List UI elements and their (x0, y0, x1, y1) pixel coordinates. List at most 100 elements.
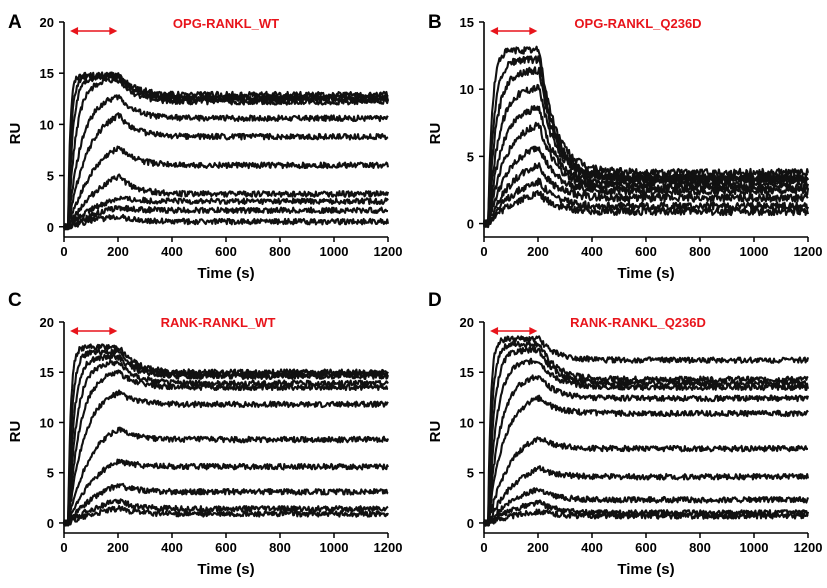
sensorgram-trace (63, 145, 390, 231)
sensorgram-trace (482, 162, 809, 228)
y-tick-label: 15 (460, 365, 474, 380)
sensorgram-trace (63, 94, 389, 231)
sensorgram-trace (483, 487, 810, 525)
x-tick-label: 400 (581, 540, 603, 555)
panel-letter: D (428, 290, 442, 311)
x-tick-label: 400 (581, 244, 603, 259)
sensorgram-trace (62, 195, 389, 231)
y-tick-label: 10 (460, 82, 474, 97)
x-tick-label: 1200 (374, 540, 403, 555)
sensorgram-trace (62, 426, 389, 527)
y-tick-label: 5 (47, 466, 54, 481)
y-axis-title: RU (7, 123, 24, 145)
sensorgram-trace (63, 458, 389, 527)
sensorgram-trace (62, 359, 389, 527)
x-tick-label: 600 (215, 540, 237, 555)
y-tick-label: 20 (40, 15, 54, 30)
y-tick-label: 0 (47, 516, 54, 531)
sensorgram-trace (483, 340, 809, 527)
sensorgram-trace (62, 353, 390, 527)
y-tick-label: 5 (467, 149, 474, 164)
sensorgram-trace (63, 112, 389, 231)
panel-letter: C (8, 290, 22, 311)
x-tick-label: 800 (269, 540, 291, 555)
sensorgram-trace (483, 374, 810, 526)
panel-title: RANK-RANKL_WT (161, 315, 276, 330)
sensorgram-trace (482, 394, 809, 527)
sensorgram-trace (483, 357, 810, 527)
sensorgram-trace (483, 499, 810, 527)
sensorgram-trace (63, 173, 390, 230)
x-tick-label: 0 (60, 540, 67, 555)
sensorgram-trace (63, 204, 389, 231)
y-tick-label: 10 (40, 415, 54, 430)
injection-arrow-head-left (70, 327, 79, 335)
sensorgram-trace (482, 121, 810, 228)
y-tick-label: 0 (47, 220, 54, 235)
y-tick-label: 20 (40, 315, 54, 330)
x-tick-label: 400 (161, 244, 183, 259)
panel-B: 0 200 400 600 800 1000 1200 0 5 10 15 Time (s) RU B OP… (427, 12, 822, 282)
injection-arrow-head-right (529, 327, 538, 335)
y-tick-label: 5 (467, 466, 474, 481)
sensorgram-trace (483, 104, 810, 228)
y-tick-label: 5 (47, 169, 54, 184)
injection-arrow-head-right (109, 327, 118, 335)
x-tick-label: 600 (215, 244, 237, 259)
panel-title: OPG-RANKL_Q236D (574, 16, 701, 31)
panel-D: 0 200 400 600 800 1000 1200 0 5 10 15 20 Time (s) RU D… (427, 290, 822, 578)
y-axis-title: RU (427, 123, 444, 145)
injection-arrow-head-right (529, 27, 538, 35)
injection-arrow-head-left (490, 327, 499, 335)
x-axis-title: Time (s) (617, 561, 674, 578)
sensorgram-trace (482, 465, 810, 527)
sensorgram-trace (483, 508, 809, 527)
x-tick-label: 200 (107, 540, 129, 555)
x-tick-label: 600 (635, 244, 657, 259)
x-axis-title: Time (s) (197, 265, 254, 282)
x-tick-label: 800 (689, 540, 711, 555)
sensorgram-trace (62, 77, 390, 229)
panel-letter: A (8, 12, 22, 33)
panel-letter: B (428, 12, 442, 33)
y-tick-label: 15 (460, 15, 474, 30)
injection-arrow-head-right (109, 27, 118, 35)
x-tick-label: 800 (689, 244, 711, 259)
sensorgram-trace (63, 343, 389, 527)
x-tick-label: 1000 (320, 244, 349, 259)
x-tick-label: 200 (527, 244, 549, 259)
y-axis-title: RU (7, 421, 24, 443)
sensorgram-trace (482, 335, 810, 527)
x-tick-label: 800 (269, 244, 291, 259)
injection-arrow-head-left (70, 27, 79, 35)
x-tick-label: 600 (635, 540, 657, 555)
y-tick-label: 10 (40, 117, 54, 132)
x-tick-label: 1000 (320, 540, 349, 555)
y-tick-label: 15 (40, 66, 54, 81)
x-tick-label: 1200 (794, 244, 823, 259)
sensorgram-trace (483, 55, 809, 228)
x-axis-title: Time (s) (617, 265, 674, 282)
x-tick-label: 400 (161, 540, 183, 555)
sensorgram-trace (62, 504, 389, 527)
y-tick-label: 15 (40, 365, 54, 380)
x-tick-label: 0 (480, 540, 487, 555)
y-tick-label: 10 (460, 415, 474, 430)
sensorgram-trace (62, 213, 390, 230)
y-tick-label: 0 (467, 217, 474, 232)
y-tick-label: 0 (467, 516, 474, 531)
x-tick-label: 1200 (794, 540, 823, 555)
sensorgram-trace (63, 369, 389, 527)
y-axis-title: RU (427, 421, 444, 443)
x-tick-label: 1200 (374, 244, 403, 259)
y-tick-label: 20 (460, 315, 474, 330)
x-tick-label: 200 (527, 540, 549, 555)
x-tick-label: 1000 (740, 540, 769, 555)
injection-arrow-head-left (490, 27, 499, 35)
panel-A: 0 200 400 600 800 1000 1200 0 5 10 15 20 Time (s) RU A… (7, 12, 402, 282)
sensorgram-trace (482, 145, 810, 228)
x-tick-label: 200 (107, 244, 129, 259)
panel-C: 0 200 400 600 800 1000 1200 0 5 10 15 20 Time (s) RU C… (7, 290, 402, 578)
sensorgram-trace (483, 436, 809, 527)
